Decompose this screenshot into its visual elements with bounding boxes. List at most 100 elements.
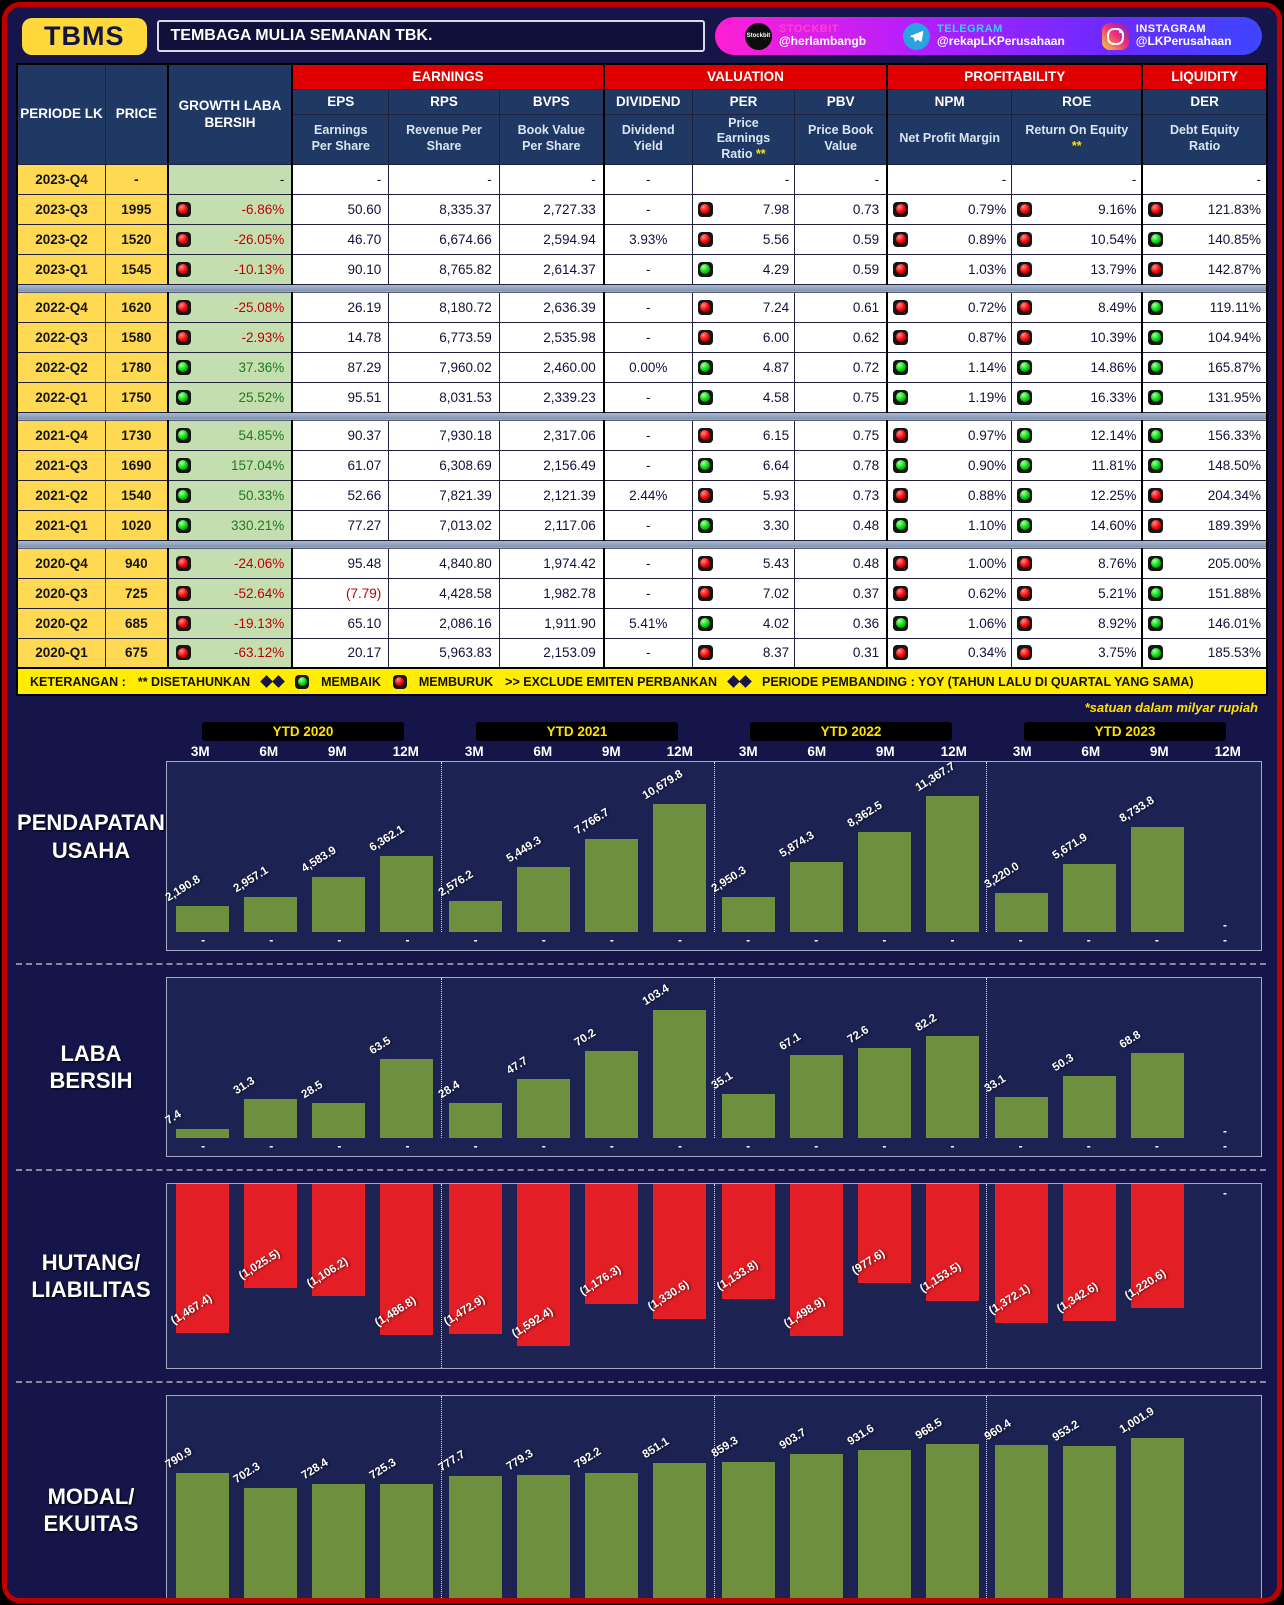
bar (653, 1463, 707, 1598)
instagram-label: INSTAGRAM (1135, 22, 1207, 35)
memburuk-led-icon (893, 585, 909, 601)
price-cell: 1730 (104, 419, 169, 451)
membaik-led-icon (697, 615, 713, 631)
bvps-cell: 2,317.06 (498, 419, 605, 451)
memburuk-led-icon (697, 487, 713, 503)
membaik-led-icon (175, 427, 191, 443)
bvps-cell: 2,156.49 (498, 449, 605, 481)
memburuk-led-icon (697, 585, 713, 601)
bar-slot: 11,367.7 (913, 760, 986, 932)
bar-slot: 103.4 (641, 978, 714, 1138)
price-cell: 1780 (104, 351, 169, 383)
baseline-dash: - (746, 933, 751, 947)
month-label: 12M (1214, 744, 1241, 759)
pbv-cell: 0.75 (794, 381, 888, 413)
membaik-led-icon (1017, 517, 1033, 533)
baseline-dash: - (1154, 933, 1159, 947)
price-cell: 940 (104, 547, 169, 579)
dividend-desc: Dividend Yield (602, 113, 693, 165)
bar-value-label: 28.4 (436, 1078, 463, 1101)
membaik-led-icon (697, 359, 713, 375)
chart-title-laba-bersih: LABA BERSIH (49, 1040, 133, 1094)
der-header: DER (1141, 88, 1268, 115)
no-status-icon (1017, 172, 1032, 187)
eps-cell: (7.79) (291, 577, 390, 609)
memburuk-led-icon (1017, 261, 1033, 277)
bar-slot: 702.3 (232, 1396, 305, 1598)
memburuk-led-icon (697, 201, 713, 217)
dash-row: ---------------- (167, 932, 1261, 950)
unit-note: *satuan dalam milyar rupiah (1084, 700, 1258, 715)
telegram-link[interactable]: TELEGRAM @rekapLKPerusahaan (903, 22, 1065, 50)
bvps-cell: 2,535.98 (498, 321, 605, 353)
rps-cell: 7,960.02 (388, 351, 500, 383)
bar-value-label: 859.3 (709, 1434, 741, 1460)
bar-value-label: 851.1 (640, 1435, 672, 1462)
charts-area: *satuan dalam milyar rupiah PENDAPATAN U… (16, 696, 1268, 1598)
bar-slot: 72.6 (845, 978, 918, 1138)
bar-slot: 1,001.9 (1118, 1396, 1191, 1598)
dividend-cell: - (602, 509, 693, 541)
ytd-pill: YTD 2023 (1023, 722, 1227, 741)
pbv-cell: 0.36 (794, 607, 888, 639)
baseline-dash: - (677, 1139, 682, 1153)
npm-cell: - (886, 163, 1013, 195)
bar (789, 1184, 843, 1337)
roe-cell: 10.54% (1011, 223, 1143, 255)
bar-value-label: 4,583.9 (299, 844, 339, 876)
bar-slot: 10,679.8 (641, 762, 714, 932)
baseline-dash: - (1154, 1139, 1159, 1153)
memburuk-led-icon (1017, 555, 1033, 571)
bvps-cell: 1,974.42 (498, 547, 605, 579)
bar (517, 866, 571, 932)
pbv-cell: 0.59 (794, 253, 888, 285)
membaik-led-icon (1017, 359, 1033, 375)
baseline-dash: - (1086, 933, 1091, 947)
roe-cell: 3.75% (1011, 637, 1143, 669)
rps-cell: 4,840.80 (388, 547, 500, 579)
baseline-dash: - (1222, 1139, 1227, 1153)
membaik-led-icon (697, 389, 713, 405)
stockbit-link[interactable]: Stockbit STOCKBIT @herlambangb (744, 22, 866, 50)
chart-panel-laba-bersih: 7.4 31.3 28.5 63.5 28.4 47.7 70.2 103.4 35.1 67.1… (164, 977, 1262, 1157)
npm-cell: 0.89% (886, 223, 1013, 255)
bvps-cell: 2,121.39 (498, 479, 605, 511)
memburuk-led-icon (893, 645, 909, 661)
periode-cell: 2020-Q4 (16, 547, 106, 579)
bar (244, 896, 298, 932)
npm-cell: 1.06% (886, 607, 1013, 639)
month-label: 9M (601, 744, 621, 759)
growth-cell: 54.85% (166, 419, 293, 451)
month-label: 9M (1149, 744, 1169, 759)
table-body: 2023-Q4- - - - - - - - - - -2023-Q3 1995 -6.86% 50.60… (16, 163, 1268, 669)
bar (176, 905, 230, 932)
rps-cell: 8,031.53 (388, 381, 500, 413)
rps-cell: 8,335.37 (388, 193, 500, 225)
year-separator (16, 283, 1268, 293)
disetahunkan-label: ** DISETAHUNKAN (137, 674, 251, 689)
memburuk-led-icon (697, 555, 713, 571)
instagram-link[interactable]: INSTAGRAM @LKPerusahaan (1101, 22, 1232, 50)
membaik-led-icon (1148, 359, 1164, 375)
memburuk-led-icon (1017, 329, 1033, 345)
bar (925, 1443, 979, 1598)
chart-header: YTD 2020 3M 6M 9M 12M YTD 2021 3M 6M 9M 12M YTD 20… (166, 722, 1262, 759)
growth-cell: 157.04% (166, 449, 293, 481)
memburuk-led-icon (697, 231, 713, 247)
bar-value-label: 960.4 (982, 1417, 1014, 1443)
table-row: 2023-Q3 1995 -6.86% 50.60 8,335.37 2,727.33-7… (16, 193, 1268, 225)
table-row: 2021-Q4 1730 54.85% 90.37 7,930.18 2,317.06-6… (16, 419, 1268, 451)
bvps-cell: 2,636.39 (498, 291, 605, 323)
stockbit-label: STOCKBIT (778, 22, 840, 35)
chart-panel-hutang-liabilitas: (1,467.4) (1,025.5) (1,106.2) (1,486.8) (1,4… (166, 1183, 1262, 1369)
per-cell: 4.87 (691, 351, 796, 383)
dash-row: ---------------- (167, 1138, 1261, 1156)
table-row: 2022-Q1 1750 25.52% 95.51 8,031.53 2,339.23-4… (16, 381, 1268, 413)
bar-value-label: 968.5 (913, 1416, 945, 1442)
baseline-dash: - (405, 1139, 410, 1153)
year-separator (16, 539, 1268, 549)
dividend-cell: - (602, 163, 693, 195)
memburuk-led-icon (1148, 201, 1164, 217)
npm-header: NPM (886, 88, 1013, 115)
bar-slot: (1,486.8) (373, 1184, 441, 1368)
